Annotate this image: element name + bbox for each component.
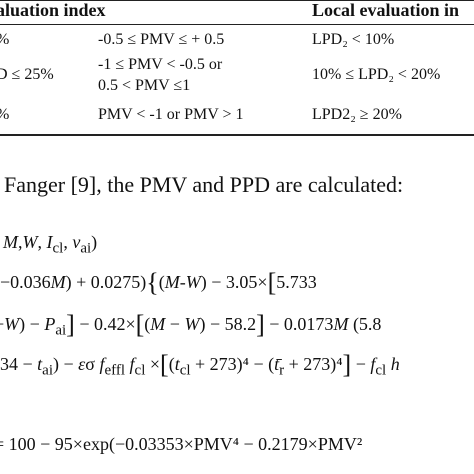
row2-lpd: 10% ≤ LPD₂ < 20%	[312, 66, 441, 83]
equation-line-3: −W) − Pai] − 0.42×[(M − W) − 58.2] − 0.0…	[0, 310, 382, 339]
equation-line-5: = 100 − 95×exp(−0.03353×PMV⁴ − 0.2179×PM…	[0, 434, 363, 454]
equation-line-1: , M,W, Icl, vai)	[3, 232, 98, 257]
row3-pmv-range: PMV < -1 or PMV > 1	[98, 106, 244, 123]
equation-line-4: (34 − tai) − εσ feffl fcl ×[(tcl + 273)⁴…	[0, 350, 400, 379]
row3-col0: %	[0, 106, 9, 124]
row2-pmv-range-a: -1 ≤ PMV < -0.5 or	[98, 56, 223, 73]
body-paragraph: Fanger [9], the PMV and PPD are calculat…	[4, 172, 404, 197]
row1-col0: %	[0, 31, 9, 49]
table-bottom-rule	[0, 134, 474, 136]
equation-line-2: (−0.036M) + 0.0275){(M-W) − 3.05×[5.733	[0, 268, 317, 297]
row2-col0: D ≤ 25%	[0, 66, 54, 83]
header-evaluation-index: aluation index	[0, 0, 106, 20]
row2-pmv-range-b: 0.5 < PMV ≤1	[98, 77, 191, 94]
row1-lpd: LPD₂ < 10%	[312, 31, 395, 48]
table-top-rule	[0, 0, 474, 1]
table-header-rule	[0, 24, 474, 25]
row3-lpd: LPD2₂ ≥ 20%	[312, 106, 402, 123]
header-local-evaluation: Local evaluation in	[312, 0, 460, 20]
row1-pmv-range: -0.5 ≤ PMV ≤ + 0.5	[98, 31, 225, 48]
